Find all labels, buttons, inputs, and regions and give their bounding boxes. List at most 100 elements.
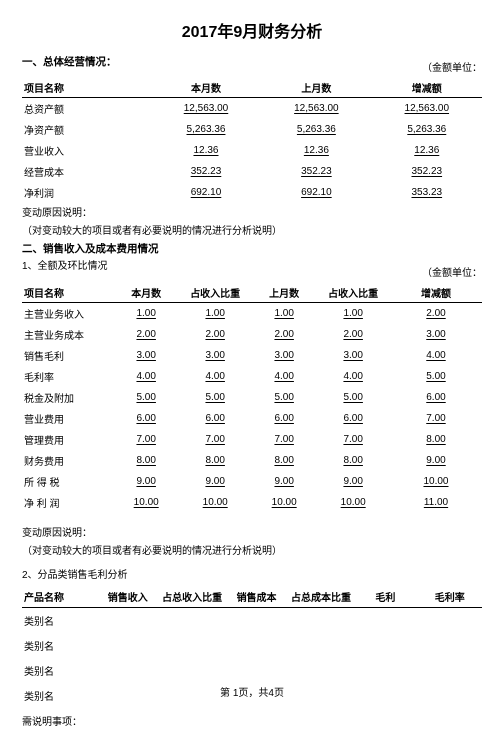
table-row: 净 利 润10.0010.0010.0010.0011.00 <box>22 492 482 513</box>
t1-col2: 上月数 <box>261 76 371 98</box>
table-row: 营业费用6.006.006.006.007.00 <box>22 408 482 429</box>
t2-col4: 占收入比重 <box>316 281 390 303</box>
cell: 10.00 <box>252 492 316 513</box>
section2-heading: 二、销售收入及成本费用情况 <box>22 241 482 256</box>
cell: 6.00 <box>114 408 178 429</box>
t3-col3: 销售成本 <box>224 585 288 608</box>
cell: 1.00 <box>114 303 178 325</box>
t1-col1: 本月数 <box>151 76 261 98</box>
cell: 经营成本 <box>22 161 151 182</box>
cell: 营业收入 <box>22 140 151 161</box>
cell: 4.00 <box>316 366 390 387</box>
table-row: 毛利率4.004.004.004.005.00 <box>22 366 482 387</box>
cell: 类别名 <box>22 608 482 634</box>
sec1-note1: 变动原因说明： <box>22 207 482 221</box>
cell: 8.00 <box>252 450 316 471</box>
cell: 8.00 <box>390 429 482 450</box>
table-row: 净利润692.10692.10353.23 <box>22 182 482 203</box>
table-row: 类别名 <box>22 633 482 658</box>
t3-col2: 占总收入比重 <box>160 585 224 608</box>
cell: 6.00 <box>252 408 316 429</box>
cell: 总资产额 <box>22 98 151 120</box>
t3-col5: 毛利 <box>353 585 417 608</box>
cell: 7.00 <box>252 429 316 450</box>
cell: 9.00 <box>316 471 390 492</box>
cell: 2.00 <box>178 324 252 345</box>
cell: 5.00 <box>114 387 178 408</box>
table-row: 管理费用7.007.007.007.008.00 <box>22 429 482 450</box>
cell: 4.00 <box>252 366 316 387</box>
cell: 8.00 <box>178 450 252 471</box>
table-row: 主营业务成本2.002.002.002.003.00 <box>22 324 482 345</box>
cell: 3.00 <box>114 345 178 366</box>
t3-col6: 毛利率 <box>418 585 482 608</box>
cell: 2.00 <box>316 324 390 345</box>
table-row: 类别名 <box>22 608 482 634</box>
cell: 营业费用 <box>22 408 114 429</box>
cell: 管理费用 <box>22 429 114 450</box>
cell: 7.00 <box>390 408 482 429</box>
cell: 主营业务成本 <box>22 324 114 345</box>
sec3-note: 需说明事项： <box>22 716 482 730</box>
cell: 5.00 <box>390 366 482 387</box>
cell: 3.00 <box>252 345 316 366</box>
cell: 净利润 <box>22 182 151 203</box>
cell: 4.00 <box>114 366 178 387</box>
cell: 销售毛利 <box>22 345 114 366</box>
t2-col0: 项目名称 <box>22 281 114 303</box>
cell: 10.00 <box>178 492 252 513</box>
t2-col2: 占收入比重 <box>178 281 252 303</box>
cell: 毛利率 <box>22 366 114 387</box>
table-row: 所 得 税9.009.009.009.0010.00 <box>22 471 482 492</box>
t2-col3: 上月数 <box>252 281 316 303</box>
cell: 7.00 <box>114 429 178 450</box>
cell: 352.23 <box>372 161 482 182</box>
table-row: 营业收入12.3612.3612.36 <box>22 140 482 161</box>
cell: 1.00 <box>252 303 316 325</box>
t1-col3: 增减额 <box>372 76 482 98</box>
cell: 税金及附加 <box>22 387 114 408</box>
cell: 12.36 <box>151 140 261 161</box>
sec2-note1: 变动原因说明： <box>22 527 482 541</box>
t3-col0: 产品名称 <box>22 585 96 608</box>
sec1-note2: （对变动较大的项目或者有必要说明的情况进行分析说明） <box>22 225 482 239</box>
page-title: 2017年9月财务分析 <box>22 18 482 42</box>
cell: 692.10 <box>151 182 261 203</box>
cell: 12.36 <box>372 140 482 161</box>
cell: 10.00 <box>316 492 390 513</box>
cell: 692.10 <box>261 182 371 203</box>
cell: 3.00 <box>316 345 390 366</box>
cell: 1.00 <box>316 303 390 325</box>
cell: 所 得 税 <box>22 471 114 492</box>
table-row: 税金及附加5.005.005.005.006.00 <box>22 387 482 408</box>
cell: 2.00 <box>390 303 482 325</box>
table-row: 净资产额5,263.365,263.365,263.36 <box>22 119 482 140</box>
cell: 2.00 <box>114 324 178 345</box>
cell: 353.23 <box>372 182 482 203</box>
cell: 类别名 <box>22 658 482 683</box>
cell: 10.00 <box>114 492 178 513</box>
cell: 12,563.00 <box>151 98 261 120</box>
page-footer: 第 1页，共4页 <box>0 684 504 699</box>
cell: 7.00 <box>178 429 252 450</box>
cell: 主营业务收入 <box>22 303 114 325</box>
sec3-sub: 2、分品类销售毛利分析 <box>22 569 482 583</box>
t2-col5: 增减额 <box>390 281 482 303</box>
cell: 9.00 <box>178 471 252 492</box>
table-row: 类别名 <box>22 658 482 683</box>
cell: 12.36 <box>261 140 371 161</box>
cell: 净资产额 <box>22 119 151 140</box>
table-row: 主营业务收入1.001.001.001.002.00 <box>22 303 482 325</box>
sec2-note2: （对变动较大的项目或者有必要说明的情况进行分析说明） <box>22 545 482 559</box>
table-row: 总资产额12,563.0012,563.0012,563.00 <box>22 98 482 120</box>
cell: 352.23 <box>151 161 261 182</box>
cell: 9.00 <box>390 450 482 471</box>
cell: 6.00 <box>316 408 390 429</box>
table-row: 销售毛利3.003.003.003.004.00 <box>22 345 482 366</box>
cell: 9.00 <box>114 471 178 492</box>
cell: 352.23 <box>261 161 371 182</box>
cell: 5.00 <box>178 387 252 408</box>
cell: 3.00 <box>390 324 482 345</box>
cell: 4.00 <box>390 345 482 366</box>
cell: 2.00 <box>252 324 316 345</box>
